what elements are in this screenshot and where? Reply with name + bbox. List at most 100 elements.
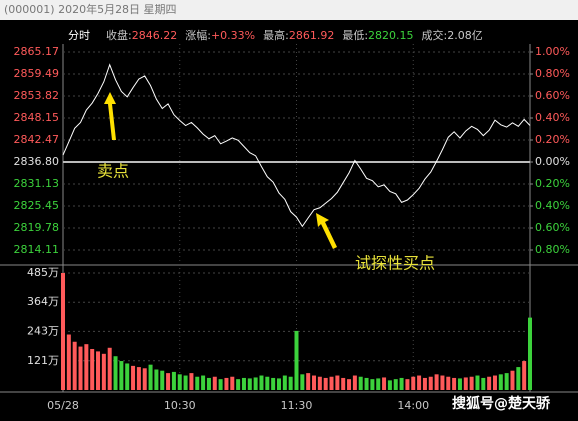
volume-bar	[206, 377, 211, 390]
volume-bar	[463, 377, 468, 390]
volume-bar	[446, 376, 451, 390]
y-tick-label: 2819.78	[14, 221, 60, 234]
volume-bar	[154, 369, 159, 390]
stat-label: 最低:	[342, 29, 368, 42]
volume-tick-label: 485万	[27, 266, 59, 279]
volume-bar	[376, 378, 381, 390]
volume-bar	[253, 377, 258, 390]
volume-bar	[183, 375, 188, 390]
y-tick-label: 2865.17	[14, 45, 60, 58]
stat-value: 2.08亿	[447, 29, 483, 42]
volume-bar	[522, 361, 527, 390]
volume-bar	[364, 377, 369, 390]
volume-bar	[370, 379, 375, 390]
volume-bar	[113, 356, 118, 390]
y2-tick-label: 0.60%	[535, 221, 570, 234]
grid	[63, 44, 533, 392]
volume-bar	[61, 273, 65, 390]
volume-bar	[312, 375, 317, 390]
top-bar	[0, 0, 578, 20]
y-tick-label: 2825.45	[14, 199, 60, 212]
stat-value: 2820.15	[368, 29, 414, 42]
y-tick-label: 2814.11	[14, 243, 60, 256]
volume-bar	[440, 375, 445, 390]
volume-bar	[481, 377, 486, 390]
y2-tick-label: 0.60%	[535, 89, 570, 102]
volume-bar	[457, 378, 462, 390]
volume-bar	[148, 364, 153, 390]
marks	[61, 63, 532, 390]
volume-bar	[411, 376, 416, 390]
stat-label: 最高:	[263, 28, 289, 42]
stat-label: 成交:	[422, 28, 448, 42]
y-tick-label: 2831.13	[14, 177, 60, 190]
volume-bar	[136, 367, 141, 390]
volume-bar	[160, 370, 165, 390]
arrow	[104, 92, 116, 140]
volume-bar	[428, 376, 433, 390]
volume-bar	[230, 376, 235, 390]
annotation: 试探性买点	[355, 254, 435, 273]
watermark: 搜狐号@楚天骄	[452, 395, 551, 412]
volume-bar	[131, 365, 136, 390]
volume-bar	[282, 375, 287, 390]
y-tick-label: 2848.15	[14, 111, 60, 124]
volume-bar	[417, 375, 422, 390]
stat-value: 2846.22	[132, 29, 178, 42]
volume-bar	[90, 348, 95, 390]
volume-bar	[241, 377, 246, 390]
volume-bar	[166, 373, 171, 390]
volume-bar	[201, 375, 206, 390]
y2-tick-label: 0.40%	[535, 199, 570, 212]
price-line	[62, 63, 531, 228]
header-stats: 收盘:2846.22 涨幅:+0.33% 最高:2861.92 最低:2820.15 成…	[106, 28, 483, 42]
volume-bar	[119, 361, 124, 390]
x-tick-label: 11:30	[281, 399, 313, 412]
volume-bar	[218, 379, 223, 390]
header-stats-text: 收盘:2846.22 涨幅:+0.33% 最高:2861.92 最低:2820.15 成…	[106, 28, 483, 42]
volume-bar	[300, 374, 305, 390]
volume-bar	[276, 378, 281, 390]
stat-value: +0.33%	[211, 29, 255, 42]
y2-tick-label: 1.00%	[535, 45, 570, 58]
stat-label: 收盘:	[106, 28, 132, 42]
volume-bar	[510, 370, 515, 390]
volume-bar	[107, 347, 112, 390]
volume-bar	[528, 317, 532, 390]
volume-tick-label: 243万	[27, 324, 59, 337]
volume-bar	[125, 363, 130, 390]
volume-bar	[288, 376, 293, 390]
volume-bar	[271, 377, 276, 390]
y2-tick-label: 0.40%	[535, 111, 570, 124]
volume-bar	[452, 377, 457, 390]
volume-bar	[142, 368, 147, 390]
y2-tick-label: 0.80%	[535, 67, 570, 80]
x-tick-label: 10:30	[164, 399, 196, 412]
volume-bar	[317, 376, 322, 390]
volume-bar	[224, 377, 229, 390]
volume-bar	[306, 373, 311, 390]
volume-bar	[84, 344, 89, 390]
volume-bar	[72, 341, 77, 390]
volume-bar	[393, 379, 398, 390]
volume-bar	[341, 377, 346, 390]
header-title: 分时	[68, 29, 90, 42]
volume-bar	[387, 380, 392, 390]
volume-bar	[101, 353, 106, 390]
volume-bar	[265, 376, 270, 390]
volume-bar	[329, 376, 334, 390]
volume-bar	[195, 376, 200, 390]
y-tick-label: 2859.49	[14, 67, 60, 80]
top-bar-text: (000001) 2020年5月28日 星期四	[4, 2, 177, 16]
volume-bar	[78, 346, 83, 390]
annotation: 卖点	[97, 162, 129, 181]
volume-bar	[422, 377, 427, 390]
volume-bar	[469, 376, 474, 390]
volume-bar	[171, 371, 176, 390]
y2-tick-label: 0.20%	[535, 177, 570, 190]
volume-bar	[247, 378, 252, 390]
volume-bar	[96, 351, 101, 390]
x-tick-label: 05/28	[47, 399, 79, 412]
